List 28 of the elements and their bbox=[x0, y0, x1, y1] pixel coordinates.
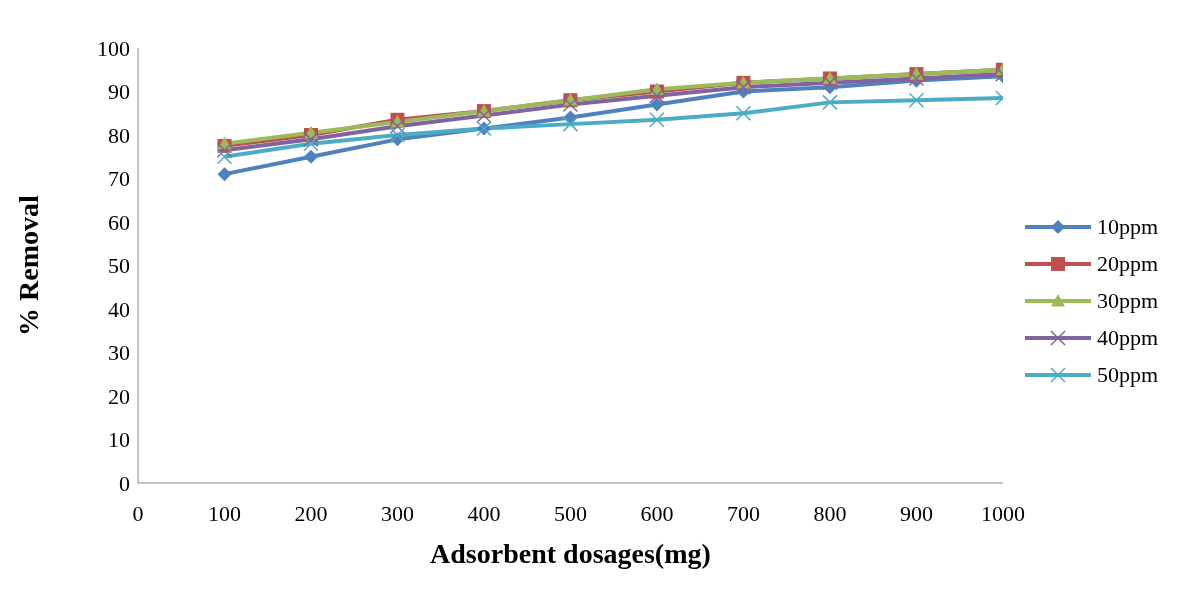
y-tick-label: 60 bbox=[108, 209, 130, 235]
legend-label: 20ppm bbox=[1096, 250, 1158, 277]
y-tick-label: 70 bbox=[108, 166, 130, 192]
legend-label: 30ppm bbox=[1096, 287, 1158, 314]
y-tick-label: 40 bbox=[108, 296, 130, 322]
x-tick-label: 1000 bbox=[980, 500, 1025, 526]
x-tick-label: 600 bbox=[640, 500, 674, 526]
legend-label: 40ppm bbox=[1096, 324, 1158, 351]
x-tick-label: 500 bbox=[553, 500, 587, 526]
x-tick-label: 400 bbox=[467, 500, 501, 526]
y-tick-label: 80 bbox=[108, 122, 130, 148]
y-tick-label: 30 bbox=[108, 340, 130, 366]
x-tick-label: 100 bbox=[207, 500, 241, 526]
y-tick-label: 10 bbox=[108, 427, 130, 453]
y-tick-label: 100 bbox=[97, 35, 130, 61]
y-tick-label: 50 bbox=[108, 253, 130, 279]
y-axis-title: % Removal bbox=[12, 194, 44, 336]
legend-label: 50ppm bbox=[1096, 361, 1158, 388]
x-tick-label: 800 bbox=[813, 500, 847, 526]
x-tick-label: 200 bbox=[294, 500, 328, 526]
x-tick-label: 300 bbox=[380, 500, 414, 526]
y-tick-label: 90 bbox=[108, 79, 130, 105]
y-tick-label: 20 bbox=[108, 383, 130, 409]
x-tick-label: 900 bbox=[899, 500, 933, 526]
y-tick-label: 0 bbox=[119, 470, 130, 496]
legend-label: 10ppm bbox=[1096, 213, 1158, 240]
x-tick-label: 700 bbox=[726, 500, 760, 526]
x-axis-title: Adsorbent dosages(mg) bbox=[430, 538, 711, 569]
